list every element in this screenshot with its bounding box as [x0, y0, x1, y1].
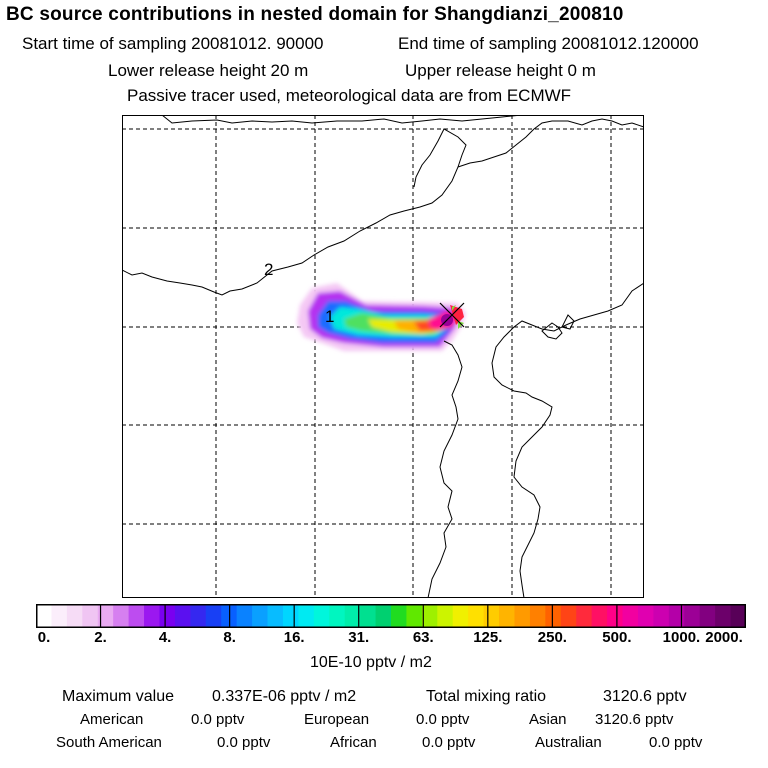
colorbar-tick-label: 2000. — [705, 629, 743, 646]
colorbar-swatch — [313, 604, 330, 628]
region-name-african: African — [330, 734, 377, 751]
region-name-european: European — [304, 711, 370, 728]
colorbar-units: 10E-10 pptv / m2 — [310, 654, 432, 671]
colorbar-swatch — [252, 604, 269, 628]
colorbar-swatch — [437, 604, 454, 628]
colorbar-swatch — [529, 604, 546, 628]
colorbar-swatch — [97, 604, 114, 628]
total-mixing-ratio-value: 3120.6 pptv — [603, 688, 687, 705]
colorbar-tick-label: 63. — [412, 629, 434, 646]
colorbar-swatch — [715, 604, 732, 628]
region-value-african: 0.0 pptv — [422, 734, 476, 751]
colorbar-tick-label: 16. — [283, 629, 305, 646]
map-frame — [122, 115, 644, 598]
colorbar-swatch — [668, 604, 685, 628]
colorbar-swatch — [406, 604, 423, 628]
colorbar-swatch — [622, 604, 639, 628]
tracer-note: Passive tracer used, meteorological data… — [127, 86, 572, 105]
colorbar-tick-label: 31. — [348, 629, 370, 646]
colorbar-swatch — [591, 604, 608, 628]
colorbar-swatch — [236, 604, 253, 628]
colorbar-swatch — [545, 604, 562, 628]
colorbar-swatch — [82, 604, 99, 628]
map-coastlines — [122, 115, 644, 598]
colorbar-swatch — [282, 604, 299, 628]
colorbar-swatch — [730, 604, 746, 628]
colorbar-swatch — [298, 604, 315, 628]
contour-label-2: 2 — [264, 260, 273, 279]
colorbar-tick-label: 0. — [37, 629, 51, 646]
colorbar-swatch — [360, 604, 377, 628]
colorbar-swatch — [159, 604, 176, 628]
total-mixing-ratio-label: Total mixing ratio — [426, 688, 547, 705]
colorbar-swatch — [267, 604, 284, 628]
colorbar-swatch — [576, 604, 593, 628]
colorbar-swatch — [174, 604, 191, 628]
colorbar-swatch — [421, 604, 438, 628]
region-name-south-american: South American — [56, 734, 162, 751]
colorbar-frame — [36, 604, 746, 628]
colorbar-swatch — [468, 604, 485, 628]
colorbar-swatch — [329, 604, 346, 628]
receptor-station-marker — [439, 302, 465, 328]
concentration-plume — [297, 283, 466, 351]
graticule — [122, 115, 644, 598]
colorbar-swatch — [144, 604, 161, 628]
colorbar-swatch — [514, 604, 531, 628]
colorbar-swatch — [66, 604, 83, 628]
region-value-south-american: 0.0 pptv — [217, 734, 271, 751]
colorbar-tick-label: 1000. — [662, 629, 701, 646]
colorbar-swatch — [452, 604, 469, 628]
colorbar-tick-label: 125. — [473, 629, 503, 646]
colorbar-swatch — [344, 604, 361, 628]
max-value-label: Maximum value — [62, 688, 175, 705]
end-time: End time of sampling 20081012.120000 — [398, 34, 699, 53]
colorbar — [36, 604, 746, 628]
colorbar-swatch — [607, 604, 624, 628]
colorbar-tick-label: 250. — [537, 629, 567, 646]
region-value-american: 0.0 pptv — [191, 711, 245, 728]
upper-release-height: Upper release height 0 m — [405, 61, 596, 80]
colorbar-swatch — [499, 604, 516, 628]
max-value: 0.337E-06 pptv / m2 — [212, 688, 357, 705]
colorbar-swatch — [637, 604, 654, 628]
colorbar-swatch — [128, 604, 145, 628]
colorbar-swatch — [190, 604, 207, 628]
colorbar-swatch — [51, 604, 68, 628]
region-value-australian: 0.0 pptv — [649, 734, 703, 751]
colorbar-tick-label: 4. — [158, 629, 172, 646]
colorbar-swatch — [36, 604, 53, 628]
colorbar-tick-label: 500. — [602, 629, 632, 646]
map-panel: 2 1 — [122, 115, 644, 598]
colorbar-swatch — [653, 604, 670, 628]
colorbar-swatch — [113, 604, 130, 628]
start-time: Start time of sampling 20081012. 90000 — [22, 34, 324, 53]
colorbar-swatch — [684, 604, 701, 628]
colorbar-swatch — [391, 604, 408, 628]
region-value-european: 0.0 pptv — [416, 711, 470, 728]
colorbar-swatch — [699, 604, 716, 628]
colorbar-swatch — [375, 604, 392, 628]
region-name-american: American — [80, 711, 144, 728]
lower-release-height: Lower release height 20 m — [108, 61, 309, 80]
colorbar-swatch — [483, 604, 500, 628]
colorbar-swatch — [205, 604, 222, 628]
colorbar-tick-label: 2. — [94, 629, 107, 646]
contour-label-1: 1 — [325, 307, 334, 326]
region-name-asian: Asian — [529, 711, 567, 728]
page-title: BC source contributions in nested domain… — [6, 4, 624, 25]
colorbar-tick-label: 8. — [223, 629, 236, 646]
region-name-australian: Australian — [535, 734, 602, 751]
region-value-asian: 3120.6 pptv — [595, 711, 674, 728]
colorbar-swatch — [560, 604, 577, 628]
